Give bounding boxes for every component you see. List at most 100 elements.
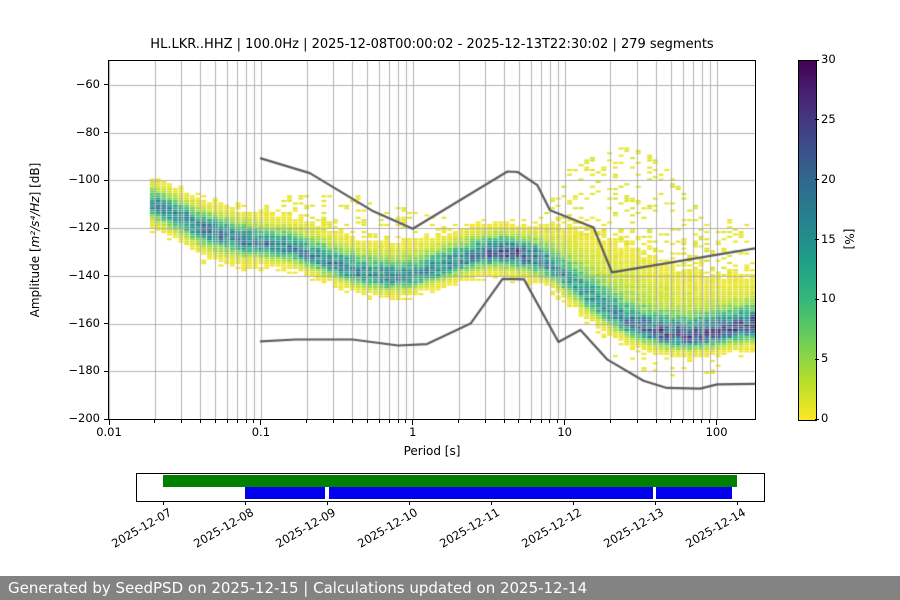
- y-tick-mark: [104, 132, 109, 134]
- timeline-date-label: 2025-12-08: [191, 505, 256, 551]
- ppsd-histogram-canvas: [108, 60, 756, 420]
- x-minor-tick-mark: [366, 420, 368, 423]
- x-minor-tick-mark: [557, 420, 559, 423]
- x-minor-tick-mark: [530, 420, 532, 423]
- x-minor-tick-mark: [692, 420, 694, 423]
- colorbar-tick-label: 10: [821, 291, 836, 306]
- colorbar-tick-label: 20: [821, 171, 836, 186]
- y-tick-label: −100: [68, 172, 100, 187]
- timeline-date-label: 2025-12-09: [273, 505, 338, 551]
- y-tick-label: −200: [68, 411, 100, 425]
- footer-bar: Generated by SeedPSD on 2025-12-15 | Cal…: [0, 576, 900, 600]
- x-minor-tick-mark: [245, 420, 247, 423]
- colorbar-tick-mark: [815, 418, 819, 420]
- timeline-date-label: 2025-12-07: [109, 505, 174, 551]
- x-tick-mark: [108, 420, 110, 425]
- x-minor-tick-mark: [655, 420, 657, 423]
- x-minor-tick-mark: [214, 420, 216, 423]
- timeline-tick-mark: [162, 500, 164, 505]
- x-minor-tick-mark: [397, 420, 399, 423]
- x-minor-tick-mark: [540, 420, 542, 423]
- x-axis-label: Period [s]: [403, 444, 461, 458]
- x-tick-mark: [260, 420, 262, 425]
- x-minor-tick-mark: [518, 420, 520, 423]
- x-minor-tick-mark: [378, 420, 380, 423]
- x-minor-tick-mark: [306, 420, 308, 423]
- x-tick-label: 100: [705, 425, 728, 439]
- y-tick-label: −120: [68, 220, 100, 235]
- colorbar-tick-mark: [815, 298, 819, 300]
- x-minor-tick-mark: [709, 420, 711, 423]
- x-tick-mark: [716, 420, 718, 425]
- y-tick-mark: [104, 418, 109, 420]
- x-minor-tick-mark: [388, 420, 390, 423]
- y-axis-label: Amplitude [m²/s⁴/Hz] [dB]: [28, 132, 44, 348]
- timeline-date-label: 2025-12-12: [519, 505, 584, 551]
- y-tick-label: −80: [75, 124, 100, 139]
- y-tick-mark: [104, 323, 109, 325]
- y-tick-mark: [104, 275, 109, 277]
- y-tick-label: −180: [68, 363, 100, 378]
- x-tick-mark: [564, 420, 566, 425]
- x-minor-tick-mark: [670, 420, 672, 423]
- x-minor-tick-mark: [549, 420, 551, 423]
- y-axis-label-units: m²/s⁴/Hz: [28, 196, 42, 248]
- colorbar-tick-mark: [815, 239, 819, 240]
- colorbar-tick-label: 25: [821, 111, 836, 126]
- timeline-date-label: 2025-12-10: [355, 505, 420, 551]
- timeline-box: [135, 473, 766, 502]
- colorbar: [798, 60, 817, 421]
- timeline-tick-mark: [326, 500, 328, 505]
- y-tick-mark: [104, 370, 109, 372]
- colorbar-tick-mark: [815, 59, 819, 61]
- x-minor-tick-mark: [636, 420, 638, 423]
- x-minor-tick-mark: [154, 420, 156, 423]
- timeline-tick-mark: [572, 500, 574, 505]
- colorbar-tick-label: 30: [821, 52, 836, 66]
- timeline-tick-mark: [736, 500, 738, 505]
- x-minor-tick-mark: [609, 420, 611, 423]
- timeline-blue-bar: [244, 487, 733, 499]
- timeline-tick-mark: [244, 500, 246, 505]
- x-minor-tick-mark: [226, 420, 228, 423]
- x-minor-tick-mark: [484, 420, 486, 423]
- y-axis-label-prefix: Amplitude [: [28, 247, 42, 318]
- x-minor-tick-mark: [458, 420, 460, 423]
- colorbar-tick-mark: [815, 179, 819, 181]
- x-tick-label: 0.1: [251, 425, 271, 439]
- x-tick-label: 1: [409, 425, 417, 439]
- colorbar-tick-mark: [815, 119, 819, 121]
- colorbar-tick-mark: [815, 358, 819, 360]
- x-tick-label: 0.01: [96, 425, 122, 439]
- timeline-tick-mark: [654, 500, 656, 505]
- x-minor-tick-mark: [701, 420, 703, 423]
- timeline-blue-gap: [325, 487, 329, 499]
- x-minor-tick-mark: [199, 420, 201, 423]
- timeline-date-label: 2025-12-11: [437, 505, 502, 551]
- chart-title: HL.LKR..HHZ | 100.0Hz | 2025-12-08T00:00…: [150, 37, 714, 52]
- x-minor-tick-mark: [405, 420, 407, 423]
- x-minor-tick-mark: [351, 420, 353, 423]
- y-axis-label-suffix: ] [dB]: [28, 162, 42, 197]
- timeline-date-label: 2025-12-14: [683, 505, 748, 551]
- y-tick-label: −160: [68, 315, 100, 330]
- x-minor-tick-mark: [332, 420, 334, 423]
- y-tick-label: −60: [75, 76, 100, 91]
- x-tick-mark: [412, 420, 414, 425]
- x-tick-label: 10: [557, 425, 572, 439]
- colorbar-tick-label: 0: [821, 411, 829, 425]
- y-tick-mark: [104, 179, 109, 181]
- timeline-green-bar: [162, 475, 737, 487]
- timeline-tick-mark: [490, 500, 492, 505]
- y-tick-label: −140: [68, 267, 100, 282]
- timeline-blue-gap: [652, 487, 656, 499]
- colorbar-tick-label: 5: [821, 351, 829, 366]
- timeline-date-label: 2025-12-13: [601, 505, 666, 551]
- x-minor-tick-mark: [236, 420, 238, 423]
- colorbar-tick-label: 15: [821, 231, 836, 246]
- x-minor-tick-mark: [180, 420, 182, 423]
- x-minor-tick-mark: [253, 420, 255, 423]
- timeline-tick-mark: [408, 500, 410, 505]
- y-tick-mark: [104, 84, 109, 86]
- x-minor-tick-mark: [503, 420, 505, 423]
